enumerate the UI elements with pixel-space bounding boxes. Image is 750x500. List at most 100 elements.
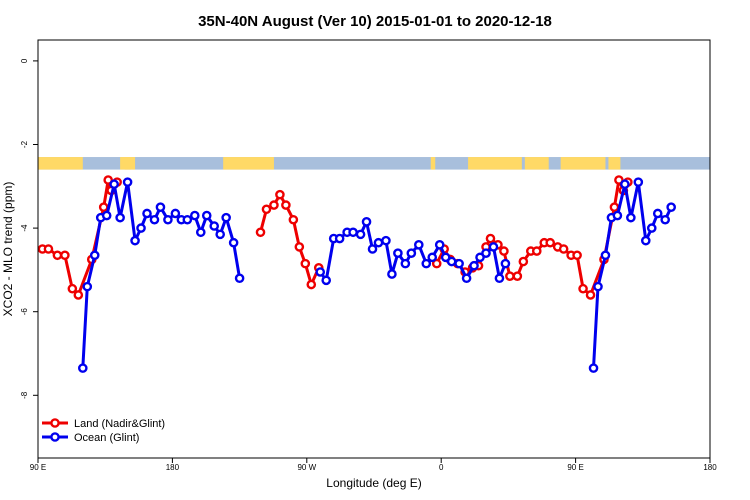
data-point <box>578 283 588 294</box>
data-point <box>434 240 445 250</box>
data-point <box>300 258 311 269</box>
legend: Land (Nadir&Glint) Ocean (Glint) <box>42 418 165 444</box>
data-point <box>406 248 417 258</box>
data-point <box>531 246 542 256</box>
data-point <box>163 214 173 225</box>
data-point <box>588 363 599 373</box>
data-point <box>43 244 54 254</box>
data-point <box>255 227 266 238</box>
data-point <box>89 250 100 261</box>
x-axis: 90 E 180 90 W 0 90 E 180 <box>30 458 717 472</box>
data-point <box>413 240 424 250</box>
data-point <box>387 269 397 279</box>
y-tick-label: -4 <box>20 224 29 232</box>
y-axis-label: XCO2 - MLO trend (ppm) <box>1 182 15 317</box>
data-point <box>446 256 457 267</box>
data-point <box>122 177 133 187</box>
data-point <box>660 214 671 225</box>
data-point <box>612 210 623 221</box>
land-span <box>608 157 621 170</box>
data-point <box>499 246 509 256</box>
data-point <box>136 223 146 233</box>
data-point <box>115 212 125 223</box>
data-point <box>626 212 636 223</box>
x-tick-label: 90 W <box>297 463 316 472</box>
data-point <box>275 189 285 200</box>
data-point <box>427 252 438 263</box>
data-point <box>393 248 403 258</box>
data-point <box>52 250 63 261</box>
data-point <box>78 363 88 373</box>
data-point <box>505 271 515 281</box>
x-tick-label: 90 E <box>30 463 46 472</box>
data-point <box>431 258 442 269</box>
data-point <box>348 227 358 238</box>
data-point <box>461 273 472 284</box>
data-point <box>155 202 166 212</box>
land-span <box>560 157 606 170</box>
data-point <box>381 235 391 246</box>
data-point <box>485 233 496 244</box>
data-point <box>215 229 225 240</box>
land-span <box>468 157 522 170</box>
data-point <box>82 281 93 292</box>
data-point <box>361 217 372 227</box>
data-point <box>306 279 317 290</box>
data-point <box>209 221 220 231</box>
data-point <box>500 258 511 269</box>
legend-label: Ocean (Glint) <box>74 432 139 444</box>
data-point <box>130 235 140 246</box>
x-tick-label: 90 E <box>567 463 583 472</box>
y-tick-label: -8 <box>20 391 29 399</box>
y-tick-label: -2 <box>20 140 29 148</box>
data-point <box>512 271 523 281</box>
data-point <box>221 212 231 223</box>
data-point <box>294 242 305 252</box>
legend-item: Land (Nadir&Glint) <box>42 418 165 430</box>
data-point <box>355 229 366 240</box>
x-tick-label: 180 <box>166 463 180 472</box>
data-point <box>228 237 239 248</box>
data-point <box>321 275 332 286</box>
data-point <box>593 281 603 292</box>
data-point <box>558 244 569 254</box>
series-1 <box>78 177 676 373</box>
data-point <box>440 252 451 263</box>
data-point <box>454 258 464 269</box>
data-point <box>640 235 651 246</box>
data-point <box>614 175 624 185</box>
data-point <box>488 242 499 252</box>
data-point <box>60 250 70 261</box>
data-point <box>195 227 206 238</box>
legend-label: Land (Nadir&Glint) <box>74 418 165 430</box>
chart-title: 35N-40N August (Ver 10) 2015-01-01 to 20… <box>198 13 552 30</box>
data-point <box>189 210 200 221</box>
data-point <box>600 250 611 261</box>
data-point <box>288 214 299 225</box>
data-point <box>518 256 529 267</box>
data-point <box>652 208 663 219</box>
data-point <box>646 223 657 233</box>
data-point <box>469 260 479 271</box>
series-line <box>42 178 119 297</box>
data-point <box>494 273 505 284</box>
x-axis-label: Longitude (deg E) <box>326 476 421 490</box>
data-point <box>98 202 109 212</box>
data-point <box>666 202 676 212</box>
data-point <box>315 267 326 277</box>
data-point <box>400 258 411 269</box>
data-point <box>234 273 245 284</box>
data-point <box>475 252 485 263</box>
data-point <box>182 214 193 225</box>
data-point <box>73 290 84 300</box>
land-span <box>223 157 274 170</box>
x-tick-label: 0 <box>439 463 444 472</box>
y-tick-label: -6 <box>20 308 29 316</box>
data-point <box>261 204 272 215</box>
data-point <box>367 244 378 254</box>
data-point <box>373 237 384 248</box>
data-point <box>481 248 491 258</box>
data-point <box>585 290 596 300</box>
data-point <box>101 210 112 221</box>
series-layer <box>37 175 676 373</box>
